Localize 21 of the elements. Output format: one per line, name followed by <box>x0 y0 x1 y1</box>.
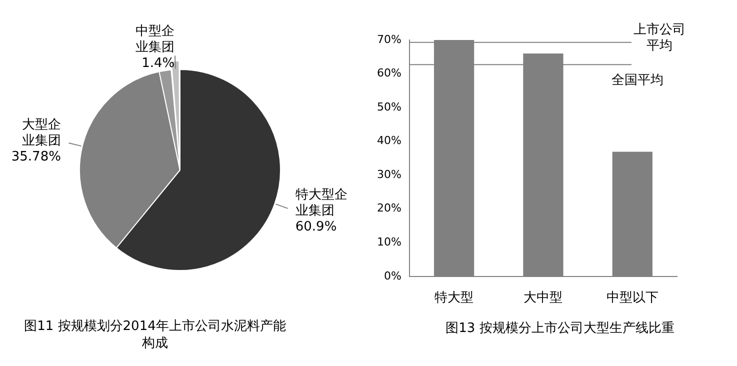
y-tick-label: 40% <box>376 134 402 148</box>
slice-label: 特大型企业集团 <box>295 188 348 219</box>
y-tick-label: 50% <box>376 100 402 114</box>
data-label: 35.78% <box>11 149 61 164</box>
ref-line-label: 全国平均 <box>612 73 664 88</box>
ref-line-label: 上市公司平均 <box>634 22 686 54</box>
y-tick-label: 60% <box>376 66 402 80</box>
data-label: 60.9% <box>295 220 337 235</box>
x-tick-label: 中型以下 <box>606 290 658 306</box>
y-tick-label: 70% <box>376 32 402 46</box>
slice-label: 中型企业集团 <box>136 24 175 55</box>
y-tick-label: 10% <box>376 235 402 248</box>
y-tick-label: 20% <box>376 202 402 215</box>
y-tick-label: 0% <box>384 269 402 282</box>
x-tick-label: 特大型 <box>434 290 474 306</box>
data-label: 1.4% <box>142 56 175 71</box>
text: 图11 按规模划分2014年上市公司水泥料产能构成 <box>23 318 287 352</box>
y-tick-label: 30% <box>376 168 402 181</box>
text: 图13 按规模分上市公司大型生产线比重 <box>444 320 676 337</box>
slice-label: 大型企业集团 <box>22 117 61 148</box>
x-tick-label: 大中型 <box>524 290 563 306</box>
